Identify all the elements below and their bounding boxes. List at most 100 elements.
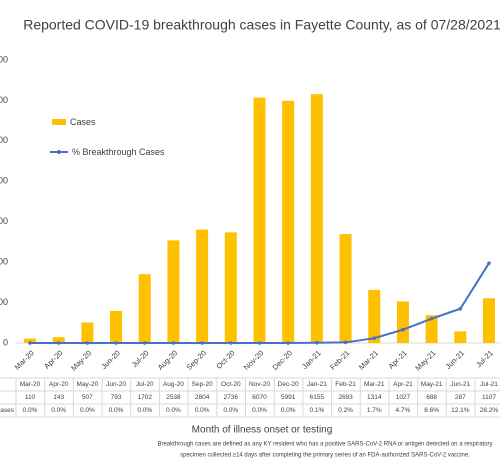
table-header: Jun-21 [450,381,470,388]
table-cell: 0.2% [338,407,353,414]
table-cell: 507 [82,394,93,401]
line-point [487,261,491,265]
table-header: Apr-20 [49,381,69,388]
x-tick-label: Nov-20 [242,348,265,371]
bar [253,97,266,343]
table-header: Feb-21 [335,381,356,388]
line-point [372,336,377,340]
x-tick-label: Aug-20 [156,348,179,371]
line-point [200,341,204,345]
x-tick-label: Sep-20 [184,348,207,371]
bar [339,234,352,343]
table-row-label: % Breakthrough Cases [0,407,15,414]
table-header: May-20 [77,381,99,388]
table-header: Jun-20 [106,381,126,388]
table-cell: 0.0% [223,407,238,414]
legend-label: Cases [70,117,96,127]
x-tick-label: Jan-21 [300,348,323,371]
x-tick-label: May-20 [69,348,93,372]
line-point [114,341,118,345]
table-cell: 793 [111,394,122,401]
table-cell: 0.1% [309,407,324,414]
table-cell: 0.0% [252,407,267,414]
chart-title: Reported COVID-19 breakthrough cases in … [23,17,500,33]
line-point [229,341,233,345]
table-header: May-21 [421,381,443,388]
table-header: Apr-21 [393,381,413,388]
table-cell: 0.0% [281,407,296,414]
table-cell: 1.7% [367,407,382,414]
bar [138,274,151,343]
y-tick-label: 4000 [0,176,8,186]
x-tick-label: Oct-20 [214,348,236,370]
footnote: specimen collected ≥14 days after comple… [180,453,470,459]
table-cell: 6070 [252,394,267,401]
bar [454,331,467,343]
bar [196,229,209,343]
table-cell: 6155 [310,394,325,401]
table-header: Mar-20 [20,381,41,388]
bar [24,338,36,343]
table-cell: 0.0% [109,407,124,414]
y-tick-label: 6000 [0,95,8,105]
bar [368,289,381,343]
table-cell: 1314 [367,394,382,401]
bar [310,94,323,343]
table-cell: 2538 [166,394,181,401]
table-cell: 0.0% [137,407,152,414]
x-axis-title: Month of illness onset or testing [192,425,333,436]
table-cell: 0.0% [166,407,181,414]
table-cell: 28.2% [480,407,499,414]
y-tick-label: 3000 [0,216,8,226]
table-header: Mar-21 [364,381,385,388]
x-tick-label: Dec-20 [271,348,294,371]
x-tick-label: Jul-20 [130,348,151,369]
line-point [286,341,290,345]
line-point [85,341,90,345]
line-point [315,340,319,345]
footnote: Breakthrough cases are defined as any KY… [157,442,492,448]
bar [52,337,65,343]
table-cell: 2736 [224,394,239,401]
table-header: Jul-21 [480,381,498,388]
line-point [401,327,405,332]
x-tick-label: Mar-20 [13,348,36,371]
x-tick-label: Mar-21 [357,348,380,371]
x-tick-label: Apr-20 [42,348,64,370]
table-cell: 2693 [338,394,353,401]
y-tick-label: 5000 [0,135,8,145]
line-point [142,341,147,345]
table-cell: 143 [53,394,64,401]
x-tick-label: May-21 [413,348,437,372]
bar [167,240,180,343]
table-cell: 12.1% [451,407,470,414]
table-header: Aug-20 [163,381,184,388]
line-point [343,340,348,345]
x-tick-label: Jun-21 [444,348,467,371]
table-cell: 0.0% [23,407,38,414]
legend-swatch [52,119,66,125]
bar [81,322,94,343]
table-cell: 1702 [138,394,153,401]
table-cell: 1107 [482,394,496,401]
table-header: Nov-20 [249,381,270,388]
table-header: Jul-20 [136,381,154,388]
x-tick-label: Jun-20 [99,348,122,371]
table-cell: 0.0% [195,407,210,414]
table-cell: 0.0% [80,407,95,414]
line-point [171,341,176,345]
line-point [458,306,463,311]
table-cell: 287 [455,394,466,401]
table-cell: 110 [25,394,36,401]
legend-label: % Breakthrough Cases [72,147,165,157]
line-point [56,341,61,345]
x-tick-label: Feb-21 [328,348,351,371]
line-point [28,341,32,345]
y-tick-label: 0 [3,337,8,347]
table-cell: 2804 [195,394,210,401]
bar [282,100,295,344]
bar [425,315,438,343]
y-tick-label: 1000 [0,297,8,307]
